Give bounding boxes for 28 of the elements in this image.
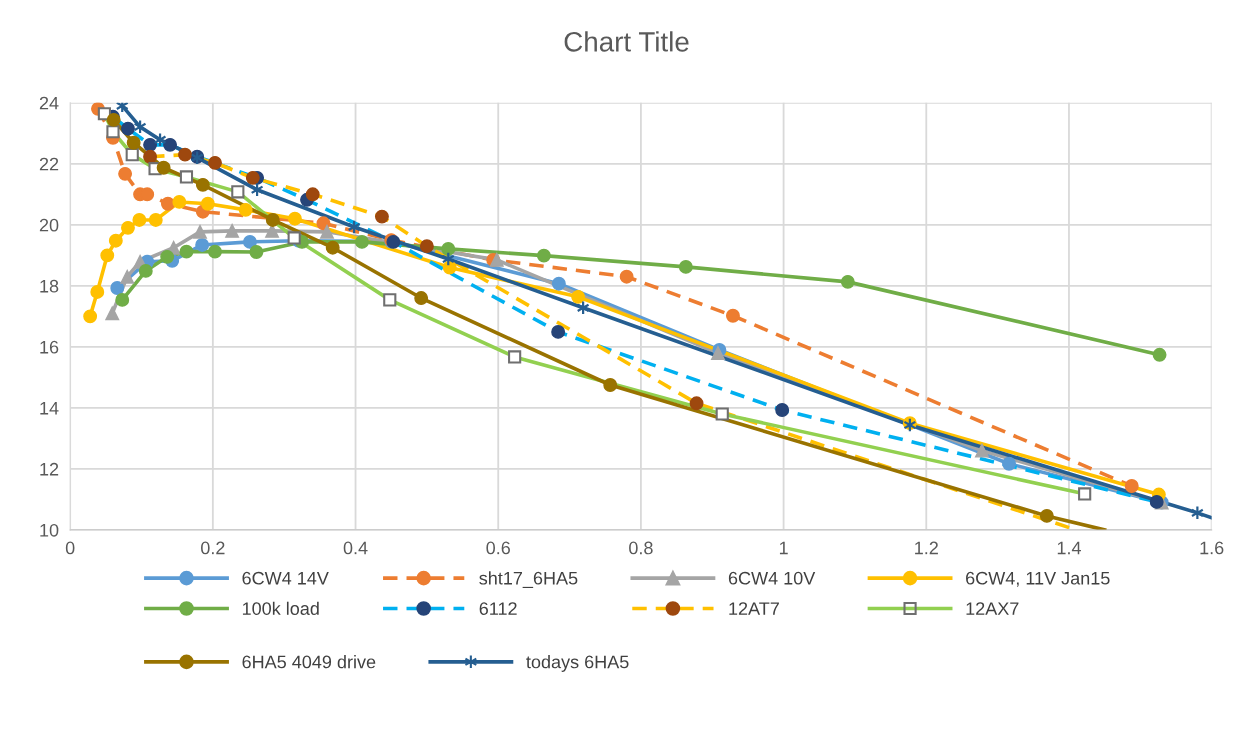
- x-tick-label: 1: [779, 541, 788, 555]
- x-tick-label: 0.6: [486, 541, 510, 555]
- y-tick-label: 22: [39, 157, 59, 171]
- legend-label: 12AX7: [966, 602, 1019, 615]
- x-tick-label: 0: [65, 541, 75, 555]
- x-tick-label: 0.2: [201, 541, 225, 555]
- legend-label: 12AT7: [729, 602, 779, 615]
- x-tick-label: 1.2: [915, 541, 938, 555]
- y-tick-label: 10: [40, 523, 59, 537]
- y-tick-label: 20: [39, 218, 59, 232]
- legend-label: 6CW4 14V: [242, 571, 329, 585]
- y-tick-label: 18: [40, 279, 59, 293]
- legend-label: 6HA5 4049 drive: [242, 655, 376, 669]
- y-tick-label: 14: [40, 402, 59, 415]
- legend-label: 6CW4, 11V Jan15: [966, 571, 1110, 587]
- x-tick-label: 1.6: [1200, 541, 1224, 555]
- y-tick-label: 24: [39, 96, 59, 110]
- x-tick-label: 0.4: [343, 541, 368, 555]
- x-tick-label: 1.4: [1057, 541, 1081, 555]
- x-tick-label: 0.8: [629, 541, 653, 555]
- y-tick-label: 16: [40, 340, 59, 354]
- legend-label: sht17_6HA5: [479, 571, 578, 589]
- legend-label: 6112: [479, 602, 517, 615]
- legend-label: 100k load: [242, 601, 319, 615]
- chart-title: Chart Title: [564, 31, 689, 52]
- legend-label: todays 6HA5: [526, 655, 629, 672]
- y-tick-label: 12: [40, 462, 59, 476]
- legend-label: 6CW4 10V: [728, 571, 816, 585]
